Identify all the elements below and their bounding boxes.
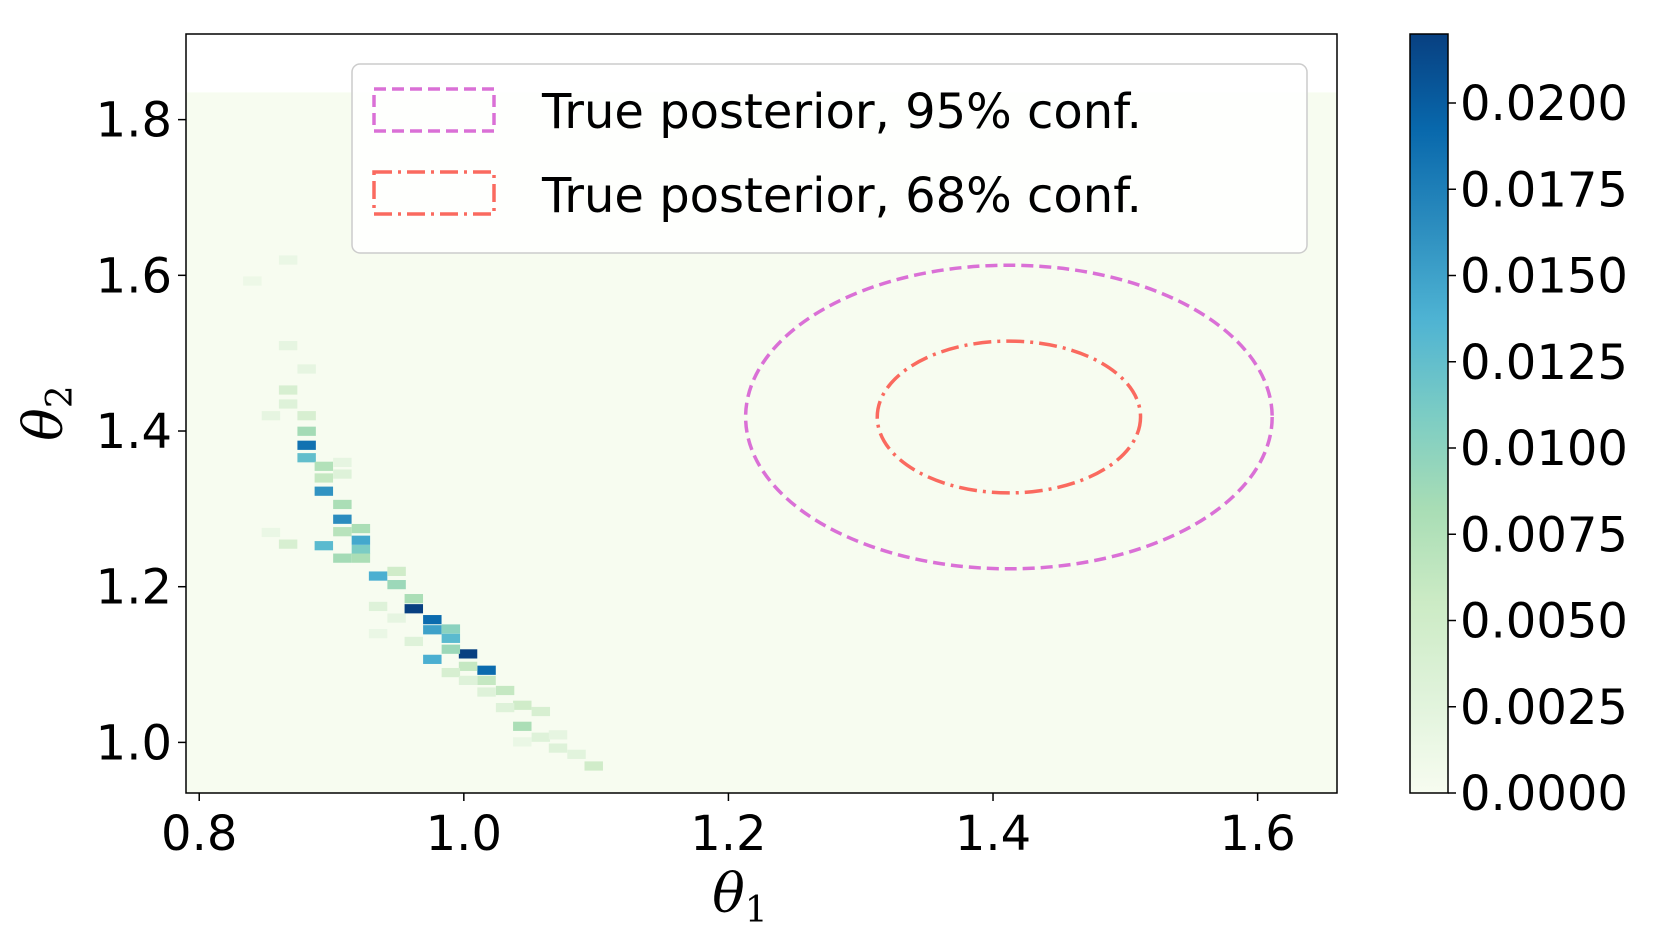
heatmap-cell — [314, 541, 334, 551]
colorbar-tick-label: 0.0000 — [1460, 766, 1628, 822]
y-tick-label: 1.0 — [96, 715, 172, 771]
heatmap-cell — [333, 499, 352, 510]
y-axis-ticks: 1.0 1.2 1.4 1.6 1.8 — [96, 93, 186, 771]
heatmap-cell — [423, 615, 442, 625]
legend: True posterior, 95% conf. True posterior… — [351, 63, 1308, 254]
heatmap-cell — [333, 457, 352, 468]
heatmap-cell — [278, 539, 298, 549]
heatmap-cell — [333, 514, 352, 524]
heatmap-cell — [513, 700, 532, 710]
heatmap-cell — [351, 544, 371, 555]
colorbar-tick-label: 0.0075 — [1460, 507, 1628, 563]
heatmap-cell — [368, 629, 388, 639]
heatmap-cell — [314, 461, 334, 471]
x-tick-label: 1.2 — [690, 806, 766, 862]
heatmap-cell — [368, 571, 388, 581]
heatmap-cell — [441, 667, 461, 678]
y-tick-label: 1.8 — [96, 93, 172, 149]
legend-box — [351, 63, 1308, 254]
heatmap-cell — [368, 601, 388, 612]
heatmap-cell — [297, 364, 316, 374]
y-tick-label: 1.6 — [96, 248, 172, 304]
heatmap-cell — [441, 644, 461, 654]
legend-label-95: True posterior, 95% conf. — [541, 84, 1142, 140]
heatmap-cell — [297, 453, 316, 463]
heatmap-cell — [495, 685, 515, 696]
heatmap-cell — [404, 604, 424, 614]
heatmap-cell — [297, 426, 316, 436]
heatmap-cell — [531, 732, 551, 742]
heatmap-cell — [584, 761, 603, 771]
heatmap-cell — [278, 399, 298, 409]
colorbar-tick-label: 0.0200 — [1460, 76, 1628, 132]
ellipse-95 — [743, 263, 1274, 571]
ellipse-68 — [875, 339, 1143, 495]
colorbar-tick-label: 0.0100 — [1460, 421, 1628, 477]
confidence-ellipses — [743, 263, 1274, 571]
colorbar-tick-label: 0.0050 — [1460, 594, 1628, 650]
heatmap-cell — [333, 553, 352, 563]
heatmap-cell — [477, 665, 496, 675]
colorbar: 0.0000 0.0025 0.0050 0.0075 0.0100 0.0125 0.01… — [1409, 33, 1628, 822]
heatmap-cell — [387, 580, 406, 590]
heatmap-cell — [243, 276, 262, 286]
heatmap-cell — [261, 527, 281, 538]
colorbar-tick-label: 0.0175 — [1460, 162, 1628, 218]
x-axis-ticks: 0.8 1.0 1.2 1.4 1.6 — [161, 793, 1296, 862]
heatmap-cell — [333, 469, 352, 479]
legend-swatch-95 — [372, 87, 496, 133]
plot-frame — [185, 33, 1338, 794]
heatmap-cell — [278, 341, 298, 351]
heatmap-cell — [567, 749, 586, 759]
heatmap-cell — [404, 636, 424, 647]
x-tick-label: 1.4 — [955, 806, 1031, 862]
legend-swatch-68 — [372, 170, 496, 216]
heatmap-cell — [531, 706, 551, 717]
heatmap-cell — [458, 649, 478, 659]
heatmap-cell — [495, 703, 515, 713]
heatmap-cell — [278, 255, 298, 265]
heatmap-cell — [278, 385, 298, 395]
y-tick-label: 1.4 — [96, 404, 172, 460]
heatmap-cell — [441, 633, 461, 643]
heatmap-cell — [351, 523, 371, 534]
heatmap-cell — [423, 654, 442, 664]
heatmap-cell — [548, 743, 568, 753]
heatmap-cell — [441, 624, 461, 634]
heatmap-cell — [404, 594, 424, 604]
heatmap-cell — [261, 411, 281, 421]
heatmap-cell — [351, 535, 371, 545]
legend-label-68: True posterior, 68% conf. — [541, 168, 1142, 224]
x-axis-label: θ1 — [712, 862, 767, 928]
heatmap-cell — [477, 687, 496, 697]
heatmap-cell — [458, 675, 478, 685]
heatmap-cell — [297, 411, 316, 421]
heatmap-cell — [297, 440, 316, 450]
heatmap-cell — [351, 553, 371, 563]
colorbar-tick-label: 0.0025 — [1460, 680, 1628, 736]
x-tick-label: 1.6 — [1219, 806, 1295, 862]
colorbar-ticks: 0.0000 0.0025 0.0050 0.0075 0.0100 0.0125 0.01… — [1448, 76, 1628, 822]
heatmap-cell — [387, 613, 406, 623]
heatmap-cell — [477, 675, 496, 685]
colorbar-gradient — [1409, 33, 1449, 794]
heatmap-cell — [314, 486, 334, 496]
heatmap-cell — [513, 737, 532, 747]
x-tick-label: 1.0 — [426, 806, 502, 862]
heatmap-cell — [333, 527, 352, 537]
y-tick-label: 1.2 — [96, 560, 172, 616]
colorbar-tick-label: 0.0125 — [1460, 335, 1628, 391]
heatmap-cell — [423, 625, 442, 635]
heatmap-cell — [548, 730, 568, 740]
heatmap-cell — [387, 566, 406, 576]
heatmap-cell — [458, 661, 478, 671]
colorbar-tick-label: 0.0150 — [1460, 249, 1628, 305]
y-axis-label: θ2 — [12, 385, 81, 440]
x-tick-label: 0.8 — [161, 806, 237, 862]
heatmap-cell — [513, 721, 532, 731]
heatmap-cell — [314, 473, 334, 483]
